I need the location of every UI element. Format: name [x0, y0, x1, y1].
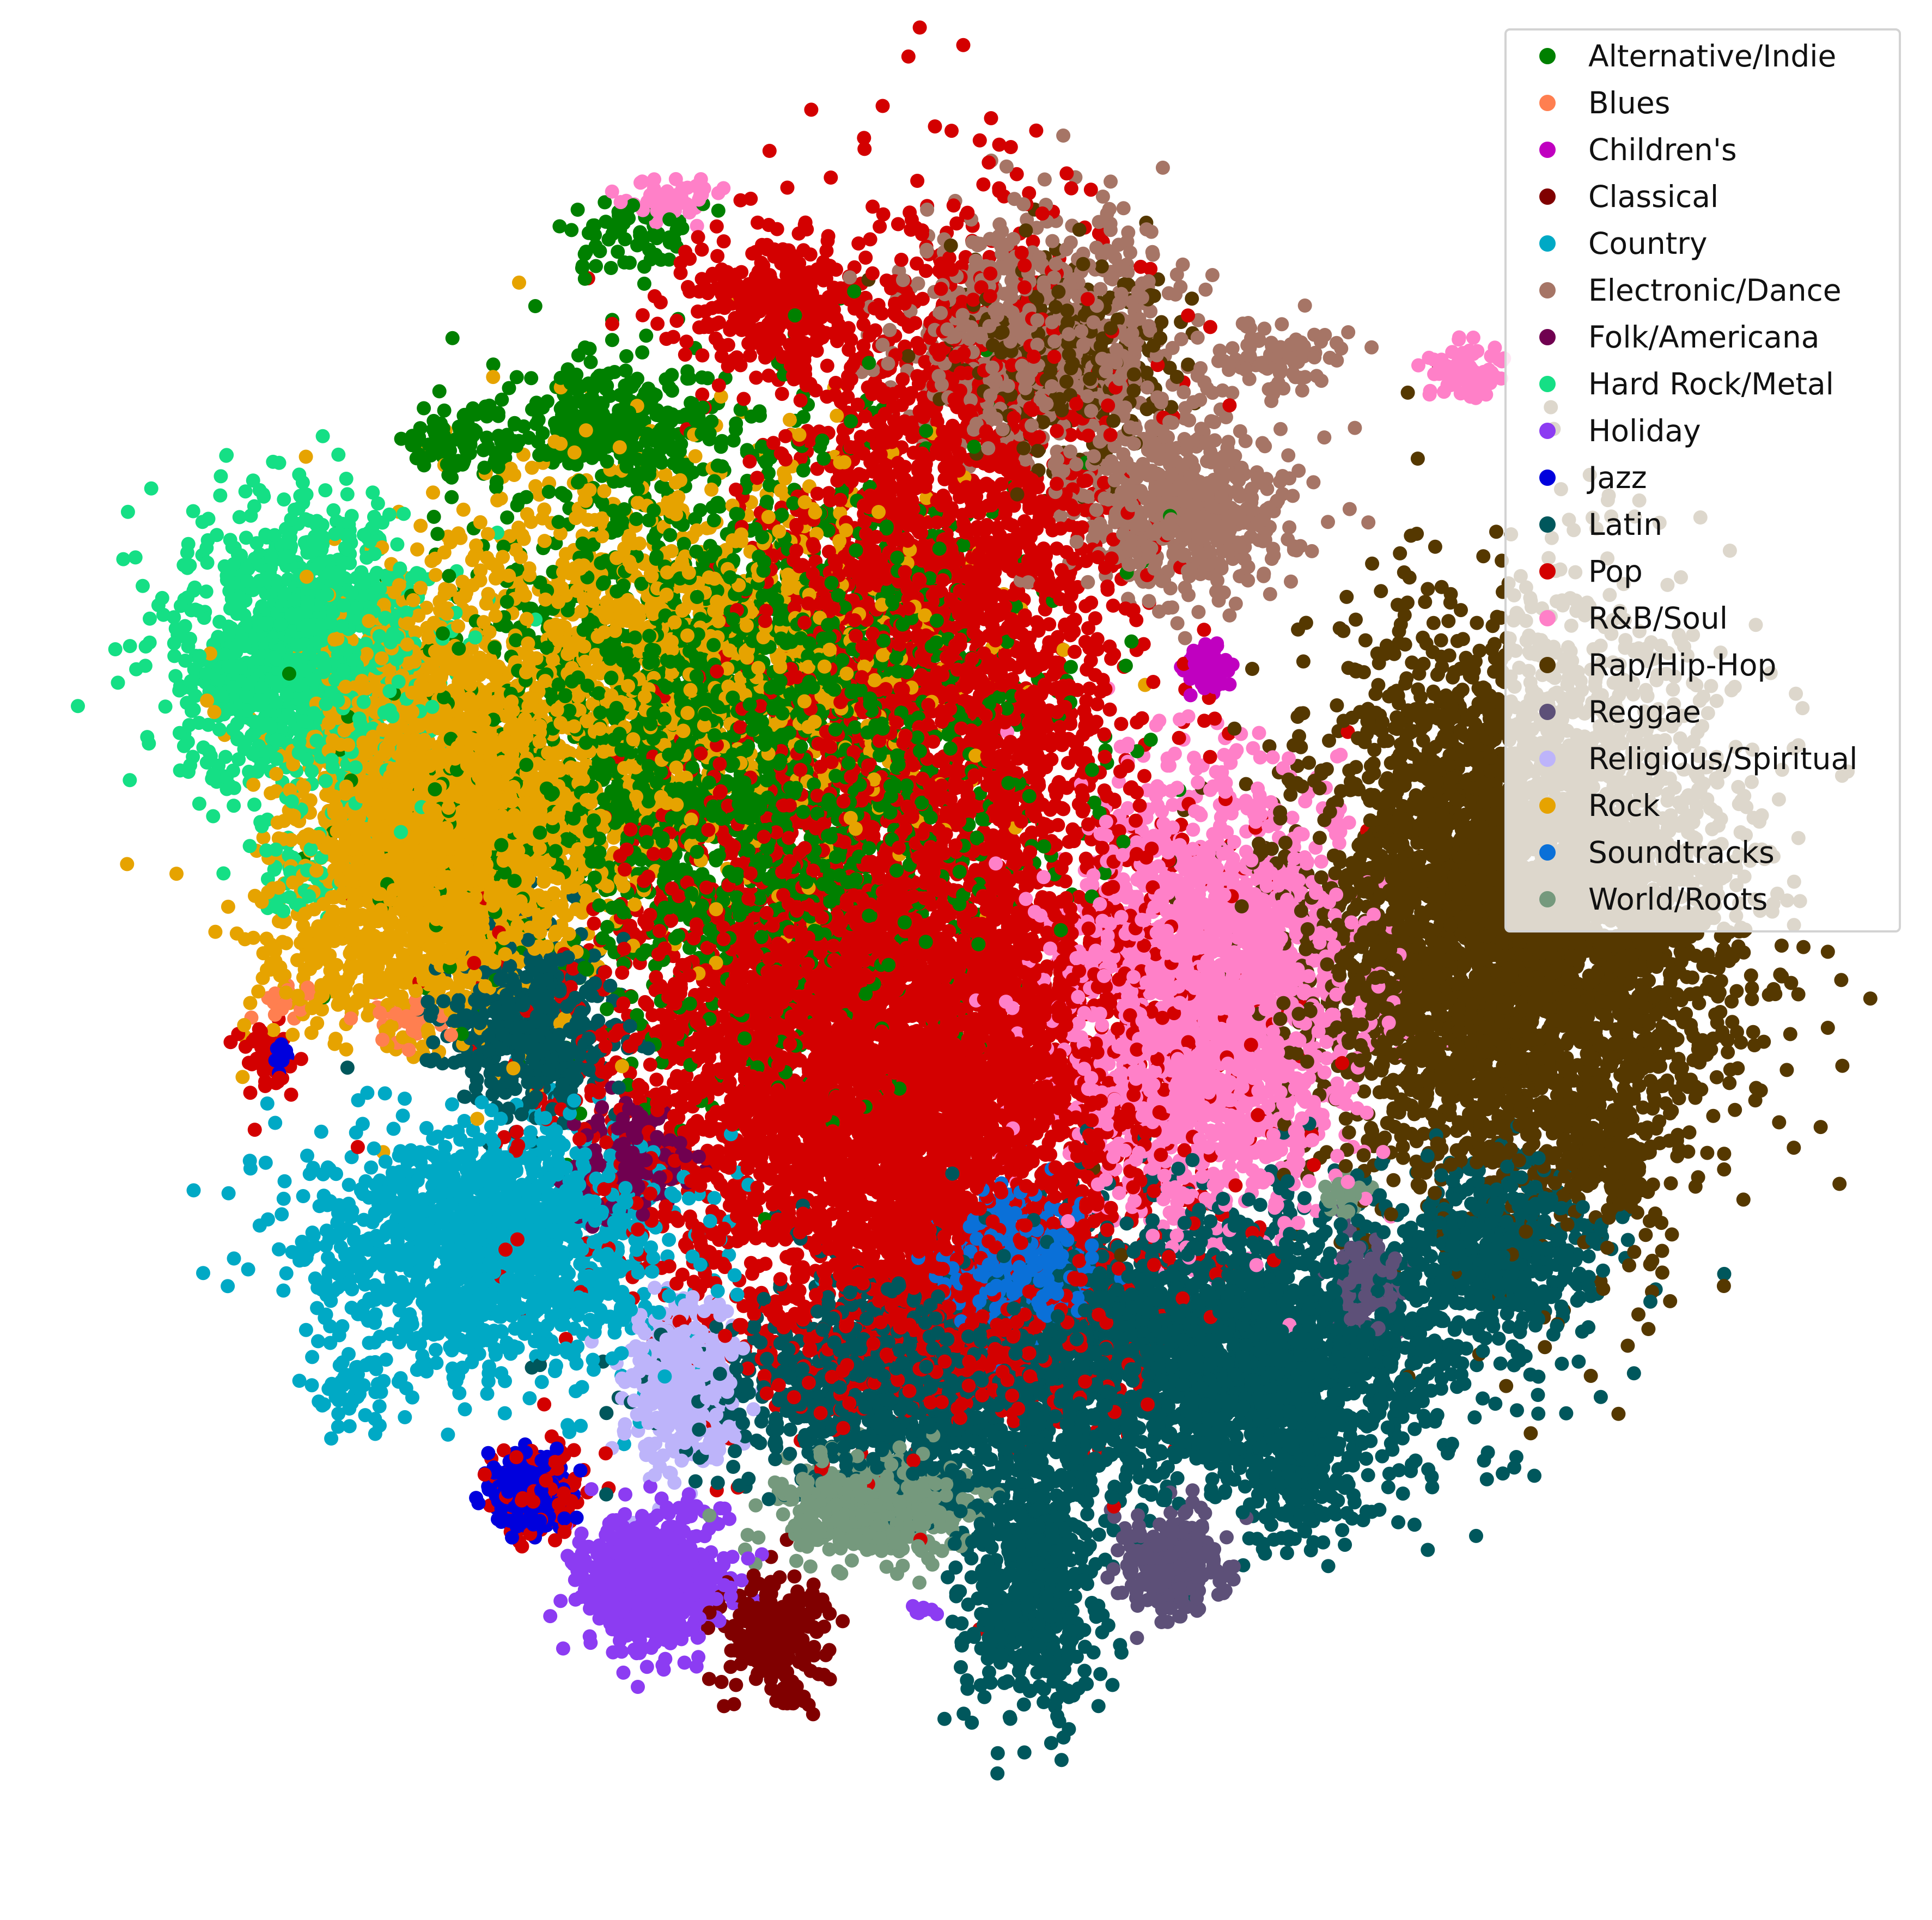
point-latin: [1054, 1753, 1069, 1767]
point-pop: [912, 20, 927, 35]
point-hard-rock-metal: [318, 483, 333, 498]
point-rap-hip-hop: [1357, 1084, 1372, 1099]
point-pop: [537, 1397, 552, 1412]
point-electronic-dance: [1281, 448, 1296, 462]
point-country: [364, 1160, 379, 1175]
point-rap-hip-hop: [1728, 1102, 1742, 1117]
point-r-b-soul: [1466, 330, 1480, 345]
point-latin: [1407, 1517, 1422, 1532]
point-rock: [120, 857, 135, 871]
point-latin: [1335, 1523, 1350, 1538]
point-country: [379, 1352, 393, 1367]
point-pop: [749, 370, 764, 385]
point-latin: [1092, 1527, 1106, 1542]
point-rap-hip-hop: [1400, 385, 1415, 400]
point-rap-hip-hop: [1787, 1141, 1801, 1155]
point-electronic-dance: [1155, 160, 1170, 175]
point-country: [707, 1191, 722, 1205]
point-classical: [836, 1614, 850, 1629]
point-rap-hip-hop: [1796, 940, 1811, 954]
point-rap-hip-hop: [1245, 662, 1259, 676]
point-alternative-indie: [718, 370, 733, 385]
point-rap-hip-hop: [1820, 1021, 1835, 1035]
point-hard-rock-metal: [200, 556, 215, 570]
point-hard-rock-metal: [158, 699, 173, 714]
point-latin: [1717, 1266, 1732, 1281]
point-country: [497, 1406, 512, 1421]
point-hard-rock-metal: [331, 447, 346, 462]
point-country: [276, 1283, 291, 1298]
point-rap-hip-hop: [1239, 777, 1253, 791]
point-latin: [1105, 1678, 1120, 1692]
point-classical: [702, 1672, 716, 1686]
point-rap-hip-hop: [1583, 1369, 1598, 1383]
point-electronic-dance: [1275, 317, 1289, 332]
point-country: [260, 1096, 275, 1111]
point-rap-hip-hop: [1736, 1192, 1751, 1207]
point-latin: [1361, 1468, 1375, 1483]
point-r-b-soul: [1285, 810, 1300, 825]
point-electronic-dance: [1222, 608, 1237, 623]
point-latin: [1491, 1331, 1506, 1346]
